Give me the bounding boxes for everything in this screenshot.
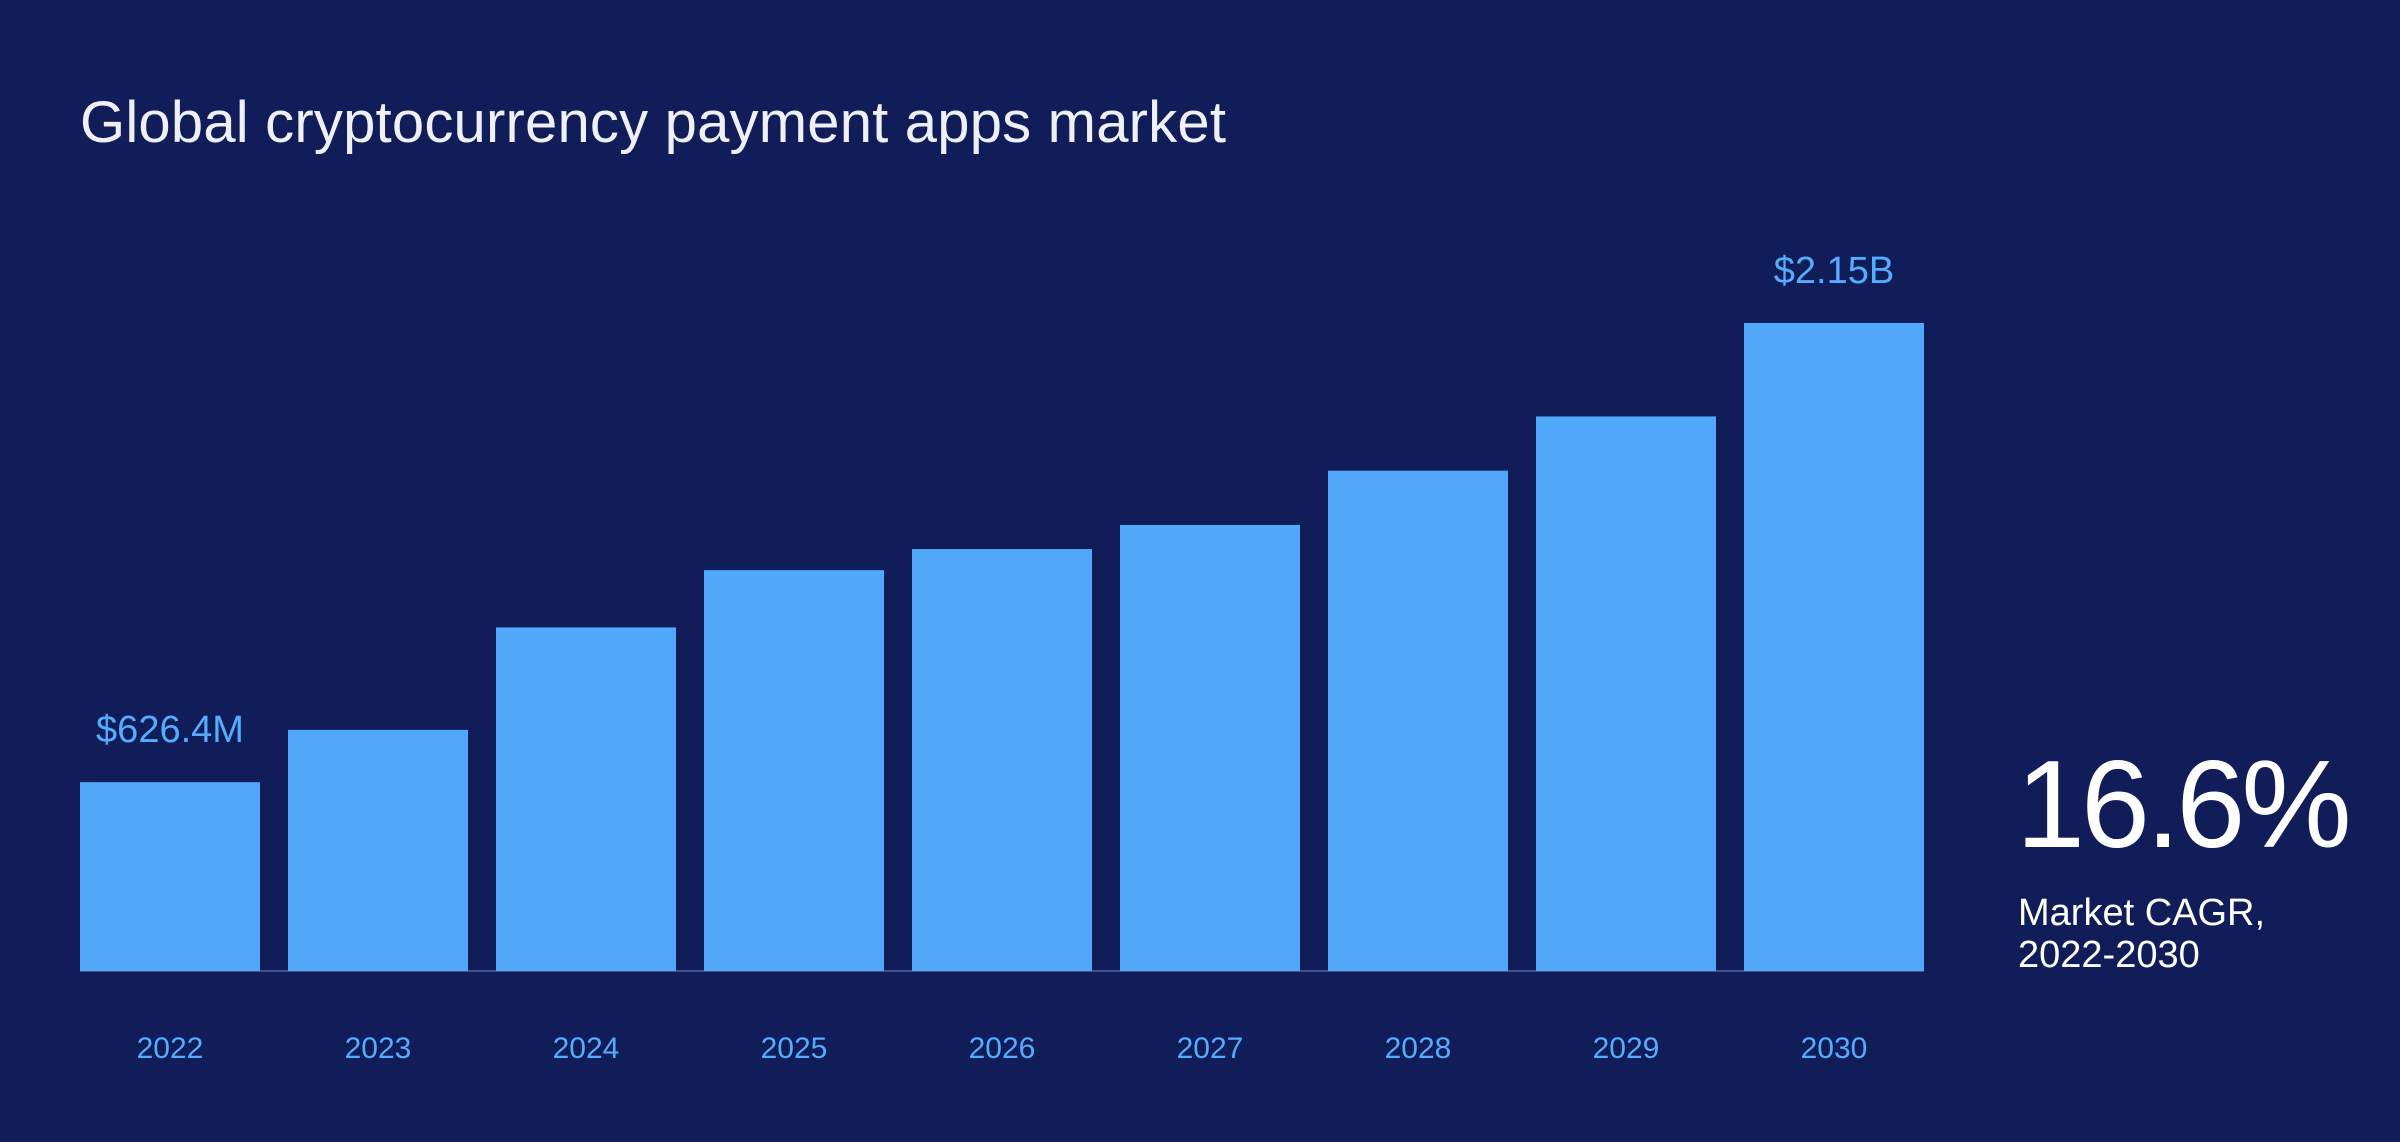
x-tick-label-2029: 2029 <box>1593 1032 1660 1065</box>
bar-2025 <box>704 570 884 971</box>
cagr-value: 16.6% <box>2016 736 2352 874</box>
bar-2030 <box>1744 323 1924 971</box>
data-label-2022: $626.4M <box>96 709 244 751</box>
bar-2027 <box>1120 524 1300 971</box>
cagr-label: Market CAGR, 2022-2030 <box>2018 892 2266 976</box>
x-tick-label-2027: 2027 <box>1177 1032 1244 1065</box>
x-tick-label-2025: 2025 <box>761 1032 828 1065</box>
bar-2029 <box>1536 416 1716 971</box>
x-tick-label-2023: 2023 <box>345 1032 412 1065</box>
x-tick-label-2024: 2024 <box>553 1032 620 1065</box>
x-tick-label-2030: 2030 <box>1801 1032 1868 1065</box>
x-tick-label-2028: 2028 <box>1385 1032 1452 1065</box>
bar-2028 <box>1328 470 1508 971</box>
x-tick-label-2026: 2026 <box>969 1032 1036 1065</box>
bar-2023 <box>288 729 468 971</box>
bar-2024 <box>496 627 676 971</box>
bar-2026 <box>912 549 1092 971</box>
data-label-2030: $2.15B <box>1774 250 1894 292</box>
x-tick-label-2022: 2022 <box>137 1032 204 1065</box>
chart-title: Global cryptocurrency payment apps marke… <box>80 90 1227 155</box>
bar-2022 <box>80 782 260 971</box>
